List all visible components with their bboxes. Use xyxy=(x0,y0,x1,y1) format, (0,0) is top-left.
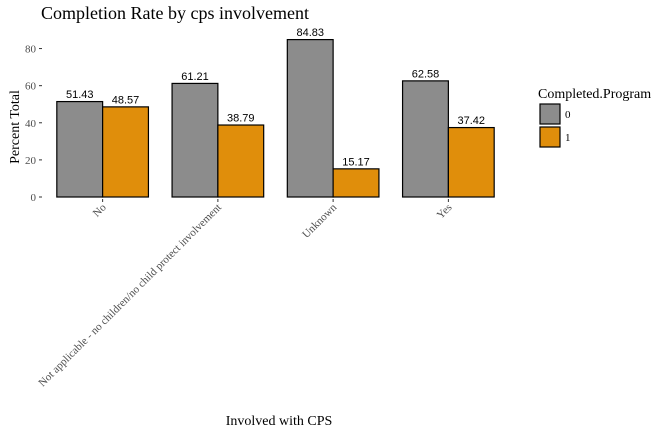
bar-value-label: 62.58 xyxy=(412,68,440,80)
x-tick-label: Not applicable - no children/no child pr… xyxy=(36,202,224,390)
legend-title: Completed.Program xyxy=(538,87,651,102)
legend-key-0 xyxy=(539,103,561,125)
y-tick-label: 40 xyxy=(25,118,37,130)
bar-0-1 xyxy=(171,82,219,198)
y-tick-label: 0 xyxy=(31,192,37,204)
bar-0-2 xyxy=(286,38,334,198)
bar-1-3 xyxy=(447,126,495,198)
bar-1-1 xyxy=(217,124,265,198)
y-tick-label: 80 xyxy=(25,44,37,56)
bar-1-2 xyxy=(332,168,380,198)
y-tick-label: 60 xyxy=(25,81,37,93)
y-tick-label: 20 xyxy=(25,155,37,167)
bar-1-0 xyxy=(102,106,150,198)
bar-value-label: 38.79 xyxy=(227,113,255,125)
bar-0-3 xyxy=(401,80,449,198)
x-tick-label: Yes xyxy=(435,202,455,222)
bar-value-label: 61.21 xyxy=(181,71,209,83)
bar-value-label: 84.83 xyxy=(296,27,324,39)
bar-value-label: 51.43 xyxy=(66,89,94,101)
x-tick-label: No xyxy=(91,201,109,219)
legend: Completed.Program 0 1 xyxy=(538,87,651,148)
chart-title: Completion Rate by cps involvement xyxy=(41,3,309,23)
legend-key-1 xyxy=(539,126,561,148)
legend-label-1: 1 xyxy=(565,132,571,144)
bar-value-label: 48.57 xyxy=(112,94,140,106)
x-axis-title: Involved with CPS xyxy=(226,414,333,429)
y-axis-title: Percent Total xyxy=(8,90,23,164)
x-tick-label: Unknown xyxy=(300,201,340,241)
bar-value-label: 15.17 xyxy=(342,156,370,168)
legend-label-0: 0 xyxy=(565,109,571,121)
bar-0-0 xyxy=(56,100,104,198)
bar-value-label: 37.42 xyxy=(458,115,486,127)
plot-area: 0 20 40 60 80 51.43 48.57 No 61.21 38.79 Not appli… xyxy=(25,27,495,390)
